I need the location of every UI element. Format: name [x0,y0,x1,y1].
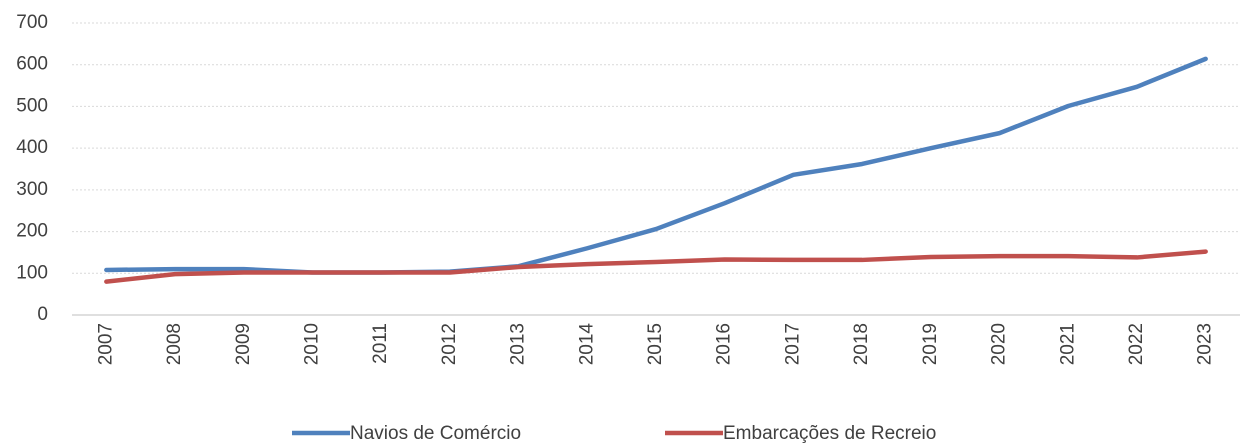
y-tick-label: 200 [16,221,48,242]
x-tick-label: 2008 [164,323,185,365]
y-tick-label: 500 [16,95,48,116]
y-tick-label: 700 [16,12,48,33]
x-tick-label: 2020 [989,323,1010,365]
line-series [104,56,1208,275]
x-tick-label: 2010 [301,323,322,365]
line-series [104,249,1208,284]
x-tick-label: 2012 [439,323,460,365]
x-tick-label: 2022 [1126,323,1147,365]
legend-label: Navios de Comércio [350,423,521,443]
x-tick-label: 2013 [508,323,529,365]
x-tick-label: 2021 [1057,323,1078,365]
x-tick-label: 2019 [920,323,941,365]
x-tick-label: 2016 [714,323,735,365]
y-tick-label: 100 [16,262,48,283]
x-tick-label: 2011 [370,323,391,364]
y-tick-label: 600 [16,54,48,75]
x-tick-label: 2017 [782,323,803,365]
x-tick-label: 2018 [851,323,872,365]
x-tick-label: 2023 [1195,323,1216,365]
x-tick-label: 2015 [645,323,666,365]
y-tick-label: 300 [16,179,48,200]
y-tick-label: 0 [37,304,48,325]
legend-label: Embarcações de Recreio [723,423,936,443]
x-tick-label: 2007 [95,323,116,365]
x-tick-label: 2014 [576,323,597,366]
y-tick-label: 400 [16,137,48,158]
x-tick-label: 2009 [233,323,254,365]
